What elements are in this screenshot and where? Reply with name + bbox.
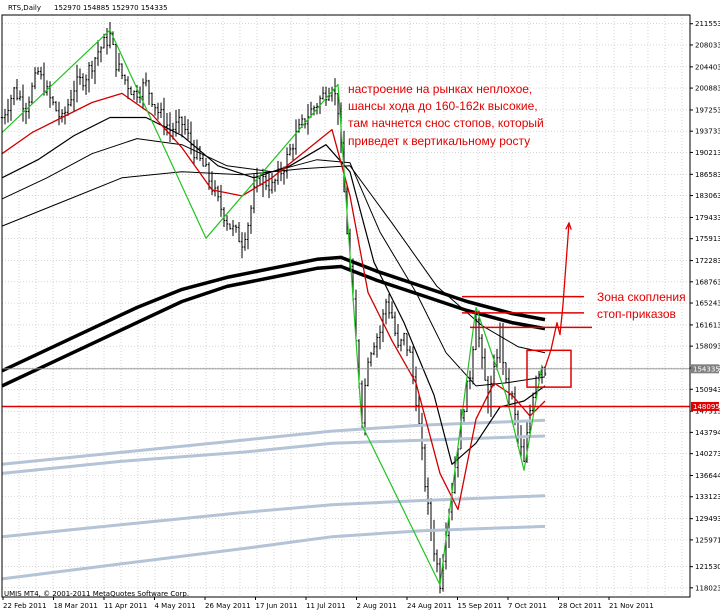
- y-tick-label: 165243: [695, 300, 720, 308]
- moving-averages: [1, 29, 546, 586]
- y-tick-label: 208033: [695, 41, 720, 49]
- axes: 118023 121530 125971 129493 133123 136644 1402…: [1, 14, 720, 610]
- ma-black-fast-line: [1, 116, 546, 465]
- y-tick-label: 186583: [695, 171, 720, 179]
- y-tick-label: 118023: [695, 584, 720, 592]
- ma-blue-line-2: [1, 434, 546, 475]
- y-tick-label: 150943: [695, 386, 720, 394]
- x-tick-label: 24 Aug 2011: [407, 602, 452, 610]
- chart-header-symbol: RTS,Daily: [8, 4, 41, 12]
- plot-frame: [1, 14, 691, 598]
- price-badge: [691, 364, 719, 374]
- y-tick-label: 183063: [695, 192, 720, 200]
- ma-black-mid-line: [1, 138, 546, 387]
- x-tick-label: 21 Nov 2011: [609, 602, 654, 610]
- y-tick-label: 190213: [695, 149, 720, 157]
- x-tick-label: 4 May 2011: [155, 602, 196, 610]
- y-tick-label: 143794: [695, 429, 720, 437]
- projection-line: [544, 223, 570, 369]
- price-badge-label: 154335: [693, 365, 720, 373]
- y-tick-label: 211553: [695, 20, 720, 28]
- levels: [2, 368, 690, 408]
- ma-blue-line-3: [1, 494, 546, 539]
- annotation-line-2: шансы хода до 160-162к высокие,: [348, 99, 538, 113]
- annotation-line-1: настроение на рынках неплохое,: [348, 82, 532, 96]
- x-tick-label: 17 Jun 2011: [256, 602, 298, 610]
- x-tick-label: 2 Aug 2011: [357, 602, 397, 610]
- annotation-line-3: там начнется снос стопов, который: [348, 116, 544, 130]
- y-tick-label: 197253: [695, 106, 720, 114]
- y-tick-label: 158093: [695, 343, 720, 351]
- price-badge: [691, 401, 719, 411]
- zone-label-line-2: стоп-приказов: [597, 307, 676, 321]
- ma-blue-line-1: [1, 418, 546, 466]
- y-tick-label: 136644: [695, 472, 720, 480]
- x-tick-label: 26 May 2011: [205, 602, 251, 610]
- grid: [1, 15, 690, 597]
- y-tick-label: 168763: [695, 278, 720, 286]
- focus-box: [526, 349, 572, 388]
- y-tick-label: 172283: [695, 257, 720, 265]
- ma-thick-black-line-2: [1, 264, 546, 388]
- y-tick-label: 133123: [695, 493, 720, 501]
- x-tick-label: 22 Feb 2011: [3, 602, 47, 610]
- x-tick-label: 28 Oct 2011: [559, 602, 602, 610]
- price-badge-label: 148095: [693, 403, 720, 411]
- chart-header-ohlc: 152970 154885 152970 154335: [54, 4, 168, 12]
- annotation-marks: [462, 221, 592, 388]
- x-tick-label: 11 Apr 2011: [104, 602, 147, 610]
- copyright-footer: UMIS MT4, © 2001-2011 MetaQuotes Softwar…: [4, 590, 189, 598]
- annotation-line-4: приведет к вертикальному росту: [348, 134, 530, 148]
- y-tick-label: 129493: [695, 515, 720, 523]
- ma-thick-black-line-1: [1, 255, 546, 373]
- zigzag-line: [1, 29, 543, 586]
- ma-black-slow-line: [1, 165, 546, 354]
- ma-blue-line-4: [1, 524, 546, 581]
- y-tick-label: 147313: [695, 408, 720, 416]
- y-tick-label: 161613: [695, 321, 720, 329]
- y-tick-label: 193733: [695, 128, 720, 136]
- x-tick-label: 11 Jul 2011: [306, 602, 346, 610]
- y-tick-label: 140273: [695, 450, 720, 458]
- y-tick-label: 204403: [695, 63, 720, 71]
- y-tick-label: 125971: [695, 536, 720, 544]
- y-tick-label: 200883: [695, 85, 720, 93]
- y-tick-label: 175913: [695, 235, 720, 243]
- zone-label-line-1: Зона скопления: [597, 290, 686, 304]
- y-tick-label: 179433: [695, 214, 720, 222]
- projection-arrowhead: [565, 221, 572, 230]
- x-tick-label: 18 Mar 2011: [54, 602, 98, 610]
- x-tick-label: 7 Oct 2011: [508, 602, 547, 610]
- x-tick-label: 15 Sep 2011: [458, 602, 502, 610]
- y-tick-label: 121530: [695, 563, 720, 571]
